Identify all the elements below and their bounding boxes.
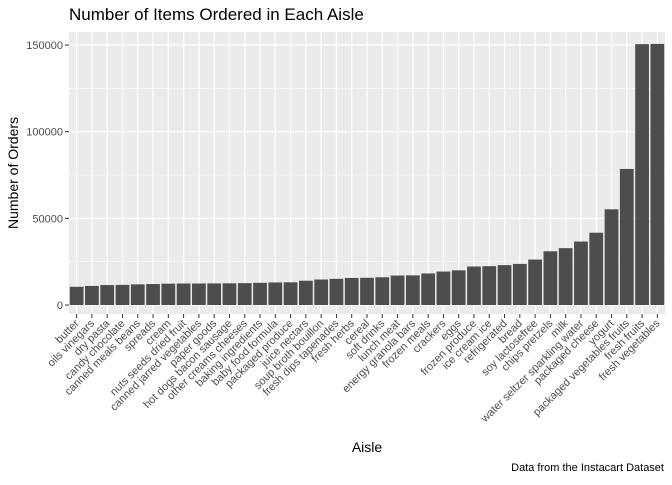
bar-eggs <box>451 270 466 305</box>
y-tick-label: 150000 <box>26 40 63 52</box>
bar-milk <box>558 248 573 305</box>
bar-hot-dogs-bacon-sausage <box>222 283 237 305</box>
bar-baking-ingredients <box>253 282 267 305</box>
bar-candy-chocolate <box>115 284 130 305</box>
bar-packaged-produce <box>283 282 298 305</box>
bar-fresh-fruits <box>635 44 649 306</box>
bar-packaged-cheese <box>589 232 604 305</box>
bar-ice-cream-ice <box>482 266 497 305</box>
chart-caption: Data from the Instacart Dataset <box>511 462 664 474</box>
bar-other-creams-cheeses <box>237 283 252 305</box>
bar-cereal <box>360 277 374 305</box>
bar-fresh-dips-tapenades <box>329 278 344 305</box>
bar-juice-nectars <box>298 280 313 305</box>
bar-energy-granola-bars <box>405 275 420 305</box>
bar-chips-pretzels <box>543 251 558 305</box>
bar-dry-pasta <box>100 285 115 305</box>
bar-spreads <box>146 284 160 305</box>
x-axis-title: Aisle <box>352 439 383 455</box>
bar-baby-food-formula <box>268 282 283 305</box>
bar-butter <box>69 286 84 305</box>
y-axis: 0 50000 100000 150000 <box>26 40 69 312</box>
bar-bread <box>512 263 527 305</box>
bar-cream <box>161 283 176 305</box>
bar-refrigerated <box>497 265 512 305</box>
bar-paper-goods <box>207 283 222 305</box>
bar-canned-meals-beans <box>130 284 145 305</box>
bar-water-seltzer-sparkling-water <box>574 241 588 305</box>
bar-canned-jarred-vegetables <box>192 283 206 305</box>
bar-oils-vinegars <box>85 285 99 305</box>
bar-soy-lactosefree <box>528 259 542 305</box>
bar-packaged-vegetables-fruits <box>619 168 634 305</box>
bar-fresh-herbs <box>344 277 359 305</box>
bar-soft-drinks <box>375 277 390 305</box>
bar-frozen-meals <box>421 273 436 305</box>
bar-crackers <box>436 271 451 305</box>
bar-yogurt <box>604 209 619 305</box>
y-axis-title: Number of Orders <box>5 117 21 229</box>
chart-title: Number of Items Ordered in Each Aisle <box>69 5 364 24</box>
y-tick-label: 0 <box>57 300 63 312</box>
bar-nuts-seeds-dried-fruit <box>176 283 191 305</box>
bar-soup-broth-bouillon <box>314 279 329 305</box>
y-tick-label: 100000 <box>26 127 63 139</box>
bar-frozen-produce <box>467 266 481 305</box>
bar-lunch-meat <box>390 275 405 305</box>
y-tick-label: 50000 <box>32 213 63 225</box>
bar-fresh-vegetables <box>650 43 665 306</box>
bars <box>69 43 665 306</box>
